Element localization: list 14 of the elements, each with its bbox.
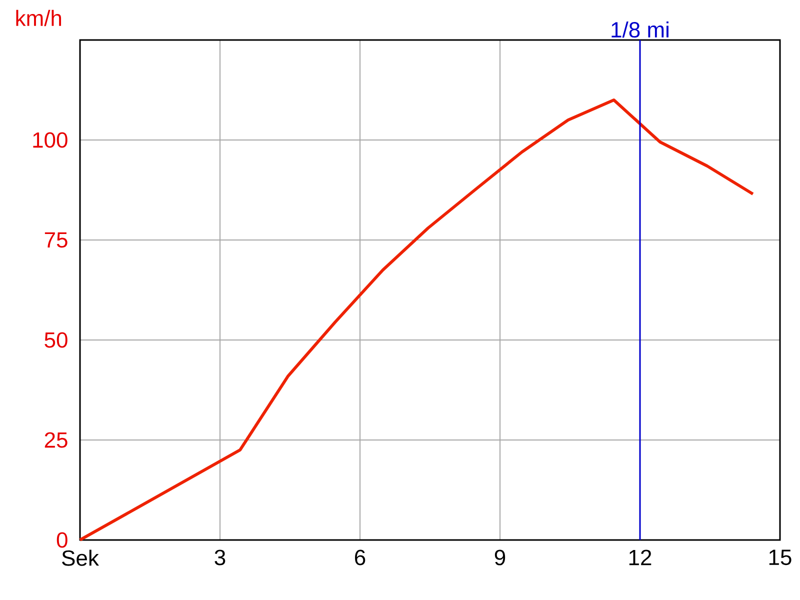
x-tick-label: 6 [355, 550, 366, 566]
x-tick-label: 9 [494, 550, 506, 566]
y-tick-label: 100 [33, 132, 68, 148]
x-tick-label: 12 [629, 550, 652, 566]
ref-line-label: 1/8 mi [612, 21, 668, 38]
line-series [78, 98, 754, 542]
y-tick-label: 0 [56, 532, 68, 548]
x-tick-label: 3 [214, 550, 226, 566]
y-tick-label: 25 [44, 432, 68, 448]
y-tick-label: 75 [44, 232, 68, 248]
y-axis-title: km/h [16, 10, 62, 26]
x-tick-label: 15 [769, 550, 792, 566]
x-tick-label: Sek [62, 550, 99, 566]
y-tick-label: 50 [44, 332, 68, 348]
